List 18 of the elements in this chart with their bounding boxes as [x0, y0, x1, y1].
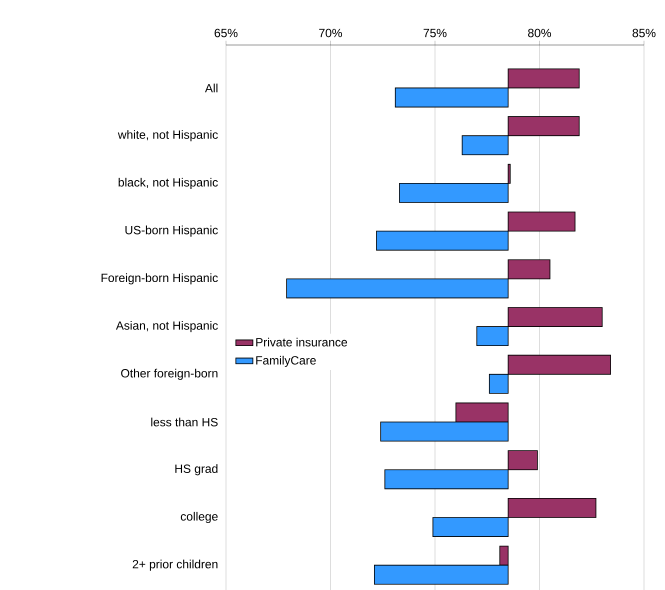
y-tick-label: All [204, 84, 218, 92]
x-tick-label: 80% [528, 28, 552, 38]
y-tick-label: black, not Hispanic [118, 178, 218, 189]
y-tick-label: college [180, 512, 218, 524]
y-tick-label: Asian, not Hispanic [116, 321, 218, 332]
x-tick-label: 65% [214, 28, 238, 38]
y-tick-label: Other foreign-born [121, 368, 218, 380]
x-tick-label: 70% [319, 28, 342, 38]
legend-label: Private insurance [256, 338, 348, 346]
y-tick-label: US-born Hispanic [125, 226, 218, 237]
y-tick-label: less than HS [151, 418, 218, 426]
y-tick-label: 2+ prior children [132, 560, 218, 571]
y-tick-label: Foreign-born Hispanic [102, 273, 218, 284]
y-tick-label: white, not Hispanic [118, 130, 218, 142]
legend-label: FamilyCare [256, 356, 316, 367]
y-tick-label: HS grad [175, 464, 218, 476]
x-tick-label: 85% [632, 28, 656, 38]
x-tick-label: 75% [424, 28, 447, 38]
